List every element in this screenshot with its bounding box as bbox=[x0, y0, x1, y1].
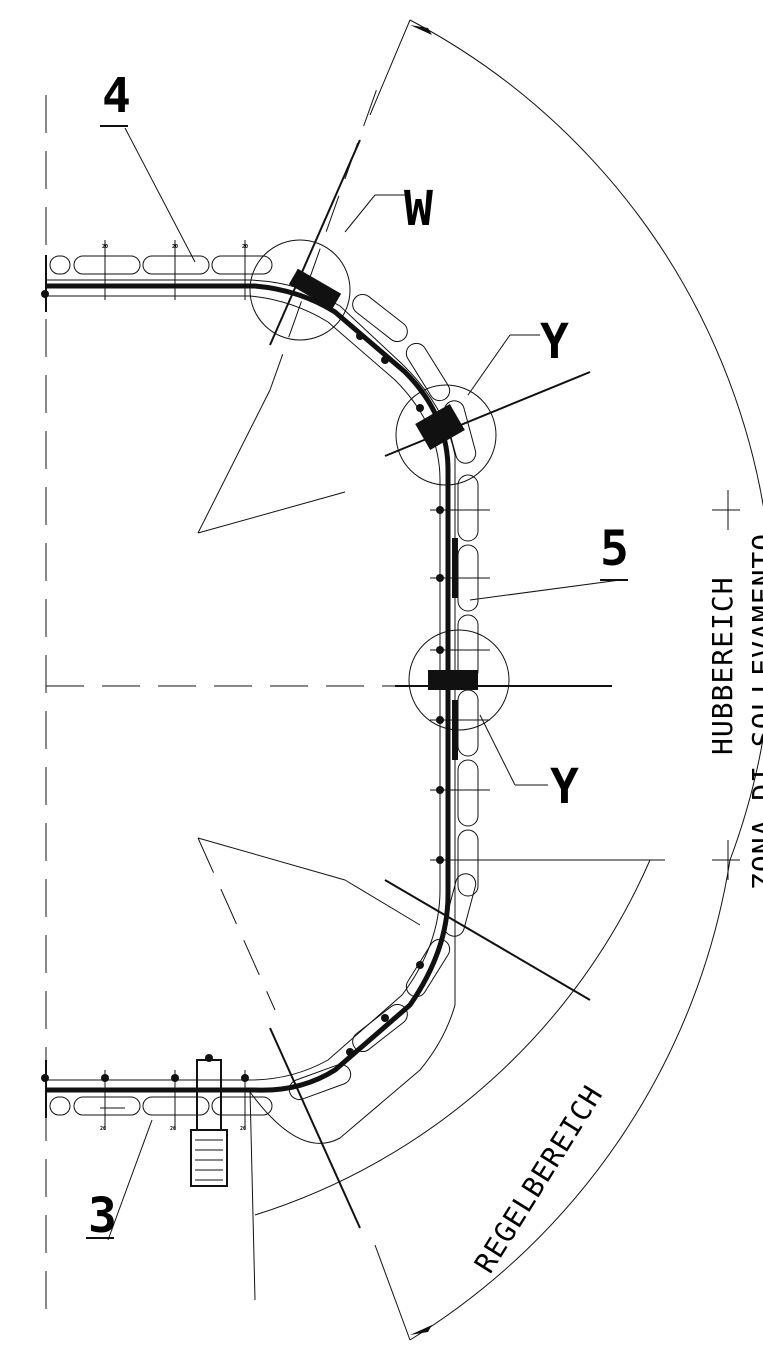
part-num: 20 bbox=[100, 1126, 106, 1132]
center-lines bbox=[45, 79, 460, 1325]
part-num: 20 bbox=[170, 1126, 176, 1132]
chain-track bbox=[46, 283, 451, 1093]
carriers-bottom: 20 20 20 bbox=[49, 1070, 273, 1132]
detail-circle-y-top bbox=[395, 384, 497, 486]
construction-line-bot-2 bbox=[197, 837, 276, 1011]
construction-line-bot-3 bbox=[344, 879, 421, 926]
callout-5: 5 bbox=[600, 521, 629, 577]
end-bolt-top bbox=[41, 290, 49, 298]
motor-body bbox=[190, 1129, 228, 1187]
part-num: 20 bbox=[102, 244, 108, 250]
drive-motor bbox=[190, 1054, 228, 1187]
construction-line-bot bbox=[197, 837, 346, 881]
part-num: 20 bbox=[172, 244, 178, 250]
construction-line-top-2 bbox=[197, 389, 271, 534]
end-bolt-bottom bbox=[41, 1074, 49, 1082]
regelbereich-label: REGELBEREICH bbox=[468, 1079, 610, 1278]
callout-w: W bbox=[404, 181, 433, 237]
callout-4: 4 bbox=[102, 68, 131, 124]
dimension-arcs bbox=[249, 19, 763, 1341]
detail-circle-w bbox=[249, 239, 351, 341]
conveyor-track bbox=[46, 279, 456, 1144]
construction-line-top bbox=[197, 491, 346, 534]
zona-label: ZONA DI SOLLEVAMENTO bbox=[746, 533, 763, 890]
motor-bracket bbox=[196, 1059, 222, 1131]
callouts: 4 W Y 5 Y 3 bbox=[86, 68, 629, 1244]
part-num: 20 bbox=[240, 1126, 246, 1132]
callout-y-top: Y bbox=[540, 314, 569, 370]
zone-labels: HUBBEREICH ZONA DI SOLLEVAMENTO REGELBER… bbox=[468, 533, 763, 1279]
callout-y-mid: Y bbox=[550, 759, 579, 815]
outer-arc-upper bbox=[409, 19, 763, 861]
callout-3: 3 bbox=[88, 1188, 117, 1244]
carriers-top: 20 20 20 bbox=[49, 240, 273, 300]
detail-circles bbox=[249, 239, 510, 731]
detail-circle-y-mid bbox=[408, 629, 510, 731]
hubbereich-label: HUBBEREICH bbox=[706, 576, 739, 755]
radial-rods bbox=[269, 139, 612, 1229]
construction-line-top-3 bbox=[269, 79, 381, 391]
leaders bbox=[100, 127, 621, 1241]
outer-arc-lower bbox=[409, 859, 731, 1341]
carriers-lower-curve bbox=[288, 873, 477, 1101]
part-num: 20 bbox=[242, 244, 248, 250]
